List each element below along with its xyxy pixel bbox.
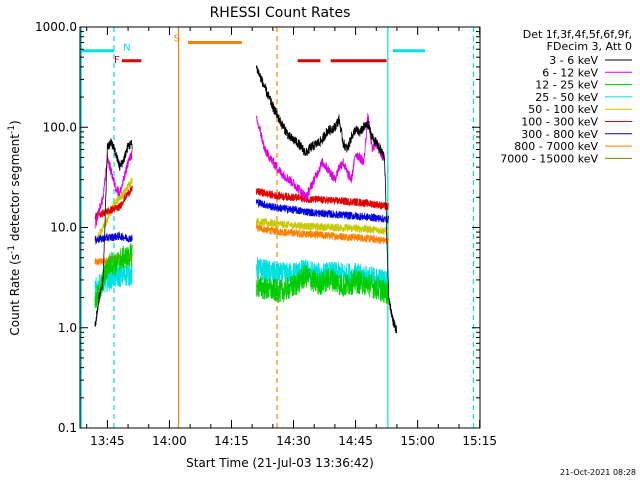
flag-bars: [80, 27, 475, 428]
y-axis-label-end: ): [8, 120, 22, 125]
series-lines: [94, 65, 398, 334]
series-line-2-seg1: [94, 148, 133, 229]
series-line-5-seg2: [255, 217, 389, 235]
y-axis-label-mid: detector segment: [8, 134, 22, 245]
y-tick-label: 1000.0: [35, 20, 77, 34]
x-axis-label: Start Time (21-Jul-03 13:36:42): [186, 456, 374, 470]
series-line-7-seg1: [94, 231, 133, 245]
legend-label: 300 - 800 keV: [521, 128, 598, 141]
y-tick-label: 0.1: [58, 421, 77, 435]
legend-label: 7000 - 15000 keV: [500, 152, 598, 165]
legend-label: 100 - 300 keV: [521, 116, 598, 129]
x-tick-label: 15:15: [462, 434, 497, 448]
annotations: FN S: [114, 33, 180, 66]
legend-label: 25 - 50 keV: [535, 91, 598, 104]
legend-label: 800 - 7000 keV: [514, 140, 598, 153]
x-tick-label: 14:00: [152, 434, 187, 448]
series-line-1-seg1: [94, 138, 133, 327]
timestamp: 21-Oct-2021 08:28: [560, 468, 636, 477]
series-line-8-seg2: [255, 224, 389, 246]
flag-annotation: S: [174, 33, 180, 44]
series-line-7-seg2: [255, 198, 389, 224]
y-tick-label: 100.0: [43, 120, 77, 134]
legend-header-1: Det 1f,3f,4f,5f,6f,9f,: [523, 28, 632, 41]
chart-title: RHESSI Count Rates: [210, 5, 351, 21]
series-line-6-seg2: [255, 187, 389, 211]
x-tick-label: 15:00: [400, 434, 435, 448]
axis-ticks: 0.1 1.0 10.0 100.0 1000.0 13:45 14:00 14:15 14:3…: [35, 20, 497, 448]
series-line-3-seg2: [255, 264, 389, 305]
y-axis-label-sup1: -1: [7, 245, 17, 254]
y-axis-label: Count Rate (s-1 detector segment-1): [7, 120, 22, 335]
y-tick-label: 10.0: [50, 221, 77, 235]
legend-label: 50 - 100 keV: [528, 103, 598, 116]
flag-annotation: F: [114, 55, 120, 66]
x-tick-label: 14:45: [338, 434, 373, 448]
series-line-6-seg1: [94, 185, 133, 220]
legend: Det 1f,3f,4f,5f,6f,9f, FDecim 3, Att 0 3…: [500, 28, 632, 165]
x-tick-label: 14:30: [276, 434, 311, 448]
x-tick-label: 13:45: [90, 434, 125, 448]
series-line-2-seg2: [255, 112, 385, 202]
flag-annotation: N: [123, 42, 130, 53]
legend-header-2: FDecim 3, Att 0: [547, 40, 632, 53]
y-tick-label: 1.0: [58, 321, 77, 335]
series-line-1-seg2: [255, 65, 398, 334]
y-axis-label-sup2: -1: [7, 125, 17, 134]
series-line-3-seg1: [94, 243, 133, 309]
legend-label: 6 - 12 keV: [542, 66, 598, 79]
x-tick-label: 14:15: [214, 434, 249, 448]
legend-label: 12 - 25 keV: [535, 79, 598, 92]
series-line-5-seg1: [94, 177, 133, 246]
legend-label: 3 - 6 keV: [549, 54, 598, 67]
y-axis-label-main: Count Rate (s: [8, 254, 22, 336]
